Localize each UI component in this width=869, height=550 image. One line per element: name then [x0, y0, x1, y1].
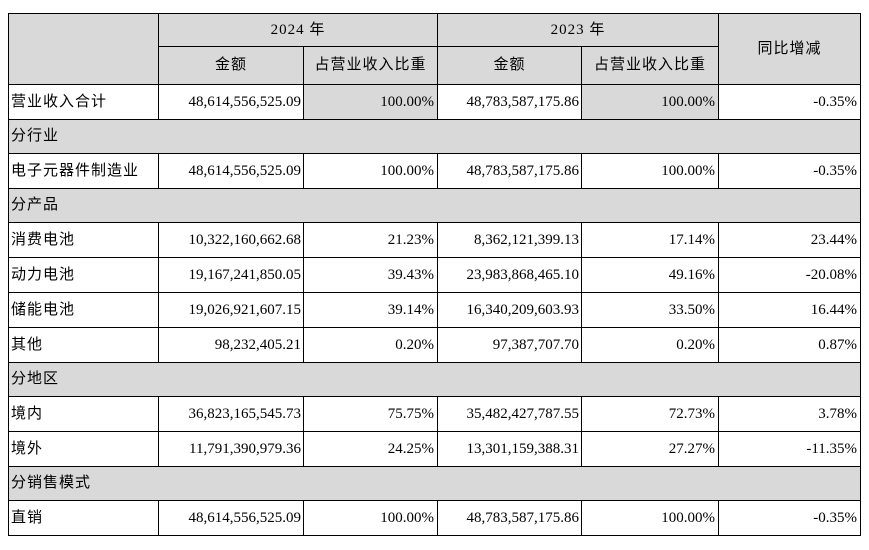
amount-2024: 11,791,390,979.36: [158, 431, 304, 467]
amount-2024: 48,614,556,525.09: [158, 84, 304, 120]
amount-2023: 48,783,587,175.86: [437, 153, 583, 189]
row-consumer-battery: 消费电池 10,322,160,662.68 21.23% 8,362,121,…: [8, 222, 862, 258]
ratio-2024: 39.43%: [302, 257, 439, 293]
section-row-by-region: 分地区: [7, 362, 862, 397]
ratio-2023: 27.27%: [581, 431, 720, 467]
section-label: 分销售模式: [7, 466, 862, 501]
section-row-by-industry: 分行业: [7, 119, 862, 154]
section-row-by-product: 分产品: [7, 188, 862, 223]
amount-2024: 48,614,556,525.09: [158, 153, 304, 189]
amount-2024: 48,614,556,525.09: [158, 500, 304, 536]
amount-2023: 48,783,587,175.86: [437, 500, 583, 536]
row-label: 电子元器件制造业: [8, 153, 159, 189]
ratio-2024: 100.00%: [302, 153, 439, 189]
row-label: 境内: [8, 396, 159, 432]
row-domestic: 境内 36,823,165,545.73 75.75% 35,482,427,7…: [8, 396, 862, 432]
header-blank-cell: [8, 13, 159, 85]
amount-2024: 19,026,921,607.15: [158, 292, 304, 328]
row-electronic-components: 电子元器件制造业 48,614,556,525.09 100.00% 48,78…: [8, 153, 862, 189]
ratio-2023: 100.00%: [581, 500, 720, 536]
section-label: 分行业: [7, 119, 862, 154]
amount-2023: 48,783,587,175.86: [437, 84, 583, 120]
amount-2023: 35,482,427,787.55: [437, 396, 583, 432]
yoy-change: -0.35%: [718, 84, 862, 120]
row-power-battery: 动力电池 19,167,241,850.05 39.43% 23,983,868…: [8, 257, 862, 293]
ratio-2024: 100.00%: [302, 84, 439, 120]
header-ratio-2023: 占营业收入比重: [581, 46, 720, 85]
row-total-revenue: 营业收入合计 48,614,556,525.09 100.00% 48,783,…: [8, 84, 862, 120]
revenue-breakdown-table: 2024 年 2023 年 同比增减 金额 占营业收入比重 金额 占营业收入比重…: [7, 13, 862, 536]
amount-2024: 10,322,160,662.68: [158, 222, 304, 258]
header-yoy-change: 同比增减: [718, 13, 862, 85]
header-amount-2023: 金额: [437, 46, 583, 85]
row-label: 境外: [8, 431, 159, 467]
header-row-years: 2024 年 2023 年 同比增减: [8, 13, 862, 85]
row-label: 动力电池: [8, 257, 159, 293]
yoy-change: 23.44%: [718, 222, 862, 258]
ratio-2023: 100.00%: [581, 153, 720, 189]
section-row-by-sales-mode: 分销售模式: [7, 466, 862, 501]
row-energy-storage-battery: 储能电池 19,026,921,607.15 39.14% 16,340,209…: [8, 292, 862, 328]
ratio-2023: 0.20%: [581, 327, 720, 363]
header-amount-2024: 金额: [158, 46, 304, 85]
row-label: 消费电池: [8, 222, 159, 258]
header-year-2023: 2023 年: [437, 13, 720, 47]
amount-2024: 98,232,405.21: [158, 327, 304, 363]
yoy-change: -20.08%: [718, 257, 862, 293]
ratio-2024: 24.25%: [302, 431, 439, 467]
ratio-2024: 21.23%: [302, 222, 439, 258]
amount-2023: 13,301,159,388.31: [437, 431, 583, 467]
header-ratio-2024: 占营业收入比重: [302, 46, 439, 85]
ratio-2023: 33.50%: [581, 292, 720, 328]
ratio-2023: 72.73%: [581, 396, 720, 432]
ratio-2024: 100.00%: [302, 500, 439, 536]
header-year-2024: 2024 年: [157, 13, 439, 47]
section-label: 分产品: [7, 188, 862, 223]
amount-2024: 36,823,165,545.73: [158, 396, 304, 432]
amount-2023: 23,983,868,465.10: [437, 257, 583, 293]
row-label: 储能电池: [8, 292, 159, 328]
yoy-change: 16.44%: [718, 292, 862, 328]
row-label: 直销: [8, 500, 159, 536]
amount-2023: 8,362,121,399.13: [437, 222, 583, 258]
ratio-2024: 75.75%: [302, 396, 439, 432]
row-overseas: 境外 11,791,390,979.36 24.25% 13,301,159,3…: [8, 431, 862, 467]
row-label: 其他: [8, 327, 159, 363]
yoy-change: -0.35%: [718, 153, 862, 189]
section-label: 分地区: [7, 362, 862, 397]
row-other: 其他 98,232,405.21 0.20% 97,387,707.70 0.2…: [8, 327, 862, 363]
yoy-change: 3.78%: [718, 396, 862, 432]
ratio-2024: 39.14%: [302, 292, 439, 328]
ratio-2024: 0.20%: [302, 327, 439, 363]
yoy-change: 0.87%: [718, 327, 862, 363]
amount-2024: 19,167,241,850.05: [158, 257, 304, 293]
ratio-2023: 100.00%: [581, 84, 720, 120]
yoy-change: -11.35%: [718, 431, 862, 467]
header-row-measures: 金额 占营业收入比重 金额 占营业收入比重: [9, 46, 861, 85]
amount-2023: 97,387,707.70: [437, 327, 583, 363]
row-label: 营业收入合计: [8, 84, 159, 120]
ratio-2023: 17.14%: [581, 222, 720, 258]
ratio-2023: 49.16%: [581, 257, 720, 293]
amount-2023: 16,340,209,603.93: [437, 292, 583, 328]
yoy-change: -0.35%: [718, 500, 862, 536]
row-direct-sales: 直销 48,614,556,525.09 100.00% 48,783,587,…: [8, 500, 862, 536]
